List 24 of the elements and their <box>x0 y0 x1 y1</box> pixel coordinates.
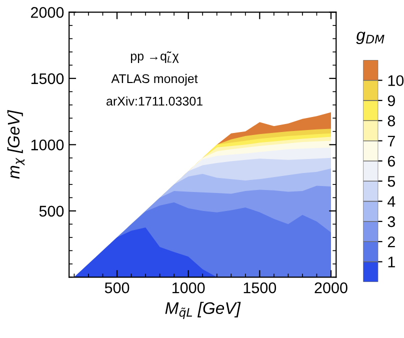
legend-title: g$_{DM}$ <box>356 32 384 44</box>
color-bar-label: 7 <box>388 136 395 146</box>
y-tick-label: 2000 <box>31 7 64 18</box>
color-bar-label: 2 <box>388 236 395 248</box>
y-tick-label: 1500 <box>31 73 64 84</box>
color-bar-label: 10 <box>388 75 404 86</box>
color-bar-label: 1 <box>388 256 395 268</box>
x-tick-label: 1000 <box>172 282 205 294</box>
color-bar-label: 9 <box>388 95 395 106</box>
color-bar-label: 6 <box>388 156 395 167</box>
x-axis-title: M$_{q̃L}$ [GeV] <box>165 302 241 320</box>
color-bar-label: 3 <box>388 216 395 228</box>
annotation: arXiv:1711.03301 <box>106 96 202 106</box>
annotation: ATLAS monojet <box>111 74 198 86</box>
x-tick-label: 500 <box>104 282 130 294</box>
annotation: pp →q̃$_{L}$χ <box>130 51 179 63</box>
x-tick-label: 2000 <box>314 282 348 294</box>
color-bar-label: 4 <box>388 196 396 207</box>
y-axis-title: m$_{χ}$ [GeV] <box>7 110 25 179</box>
y-tick-label: 500 <box>39 206 64 217</box>
y-tick-label: 1000 <box>31 140 64 150</box>
color-bar-label: 8 <box>388 116 396 126</box>
color-bar-label: 5 <box>388 176 396 187</box>
x-tick-label: 1500 <box>244 282 276 294</box>
